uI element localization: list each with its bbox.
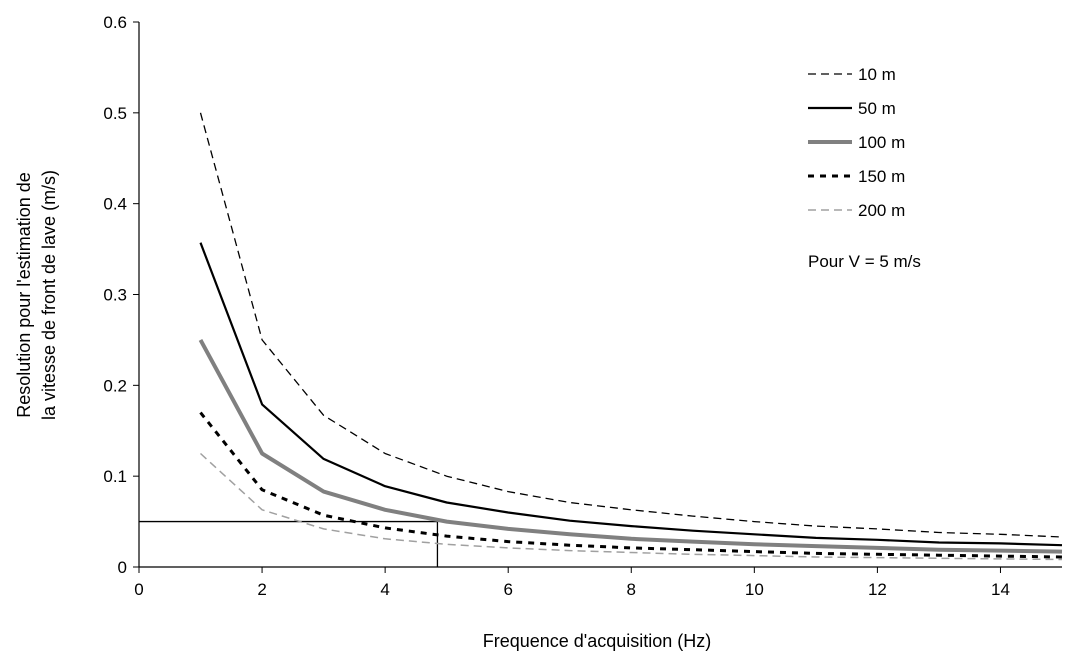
y-axis-title: Resolution pour l'estimation de la vites…	[14, 170, 59, 420]
y-tick-label: 0	[118, 558, 127, 577]
x-tick-label: 10	[745, 580, 764, 599]
series-line-50m	[199, 242, 1063, 547]
y-tick-label: 0.6	[103, 13, 127, 32]
x-tick-label: 0	[134, 580, 143, 599]
annotation-text: Pour V = 5 m/s	[808, 252, 921, 271]
y-tick-label: 0.3	[103, 286, 127, 305]
series-line-150m	[199, 411, 1063, 559]
y-tick-label: 0.1	[103, 467, 127, 486]
x-tick-label: 6	[503, 580, 512, 599]
series-line-10m	[199, 112, 1063, 538]
legend-label-200m: 200 m	[858, 201, 905, 220]
reference-lines	[139, 520, 439, 567]
legend: 10 m 50 m 100 m 150 m 200 m	[808, 65, 905, 220]
x-tick-label: 4	[380, 580, 389, 599]
y-tick-label: 0.2	[103, 376, 127, 395]
axes: 0 0.1 0.2 0.3 0.4 0.5 0.6 0 2 4 6 8 10 12 14	[103, 13, 1062, 599]
x-axis-title: Frequence d'acquisition (Hz)	[483, 631, 712, 651]
legend-label-100m: 100 m	[858, 133, 905, 152]
legend-label-50m: 50 m	[858, 99, 896, 118]
x-tick-label: 12	[868, 580, 887, 599]
series-layer	[198, 112, 1063, 561]
series-line-200m	[199, 452, 1063, 561]
x-tick-label: 2	[257, 580, 266, 599]
series-line-100m	[198, 338, 1063, 554]
legend-label-150m: 150 m	[858, 167, 905, 186]
y-axis-title-line-1: Resolution pour l'estimation de	[14, 172, 34, 418]
legend-label-10m: 10 m	[858, 65, 896, 84]
x-tick-label: 8	[627, 580, 636, 599]
y-tick-label: 0.5	[103, 104, 127, 123]
y-axis-title-line-2: la vitesse de front de lave (m/s)	[39, 170, 59, 420]
y-tick-label: 0.4	[103, 195, 127, 214]
x-tick-label: 14	[991, 580, 1010, 599]
